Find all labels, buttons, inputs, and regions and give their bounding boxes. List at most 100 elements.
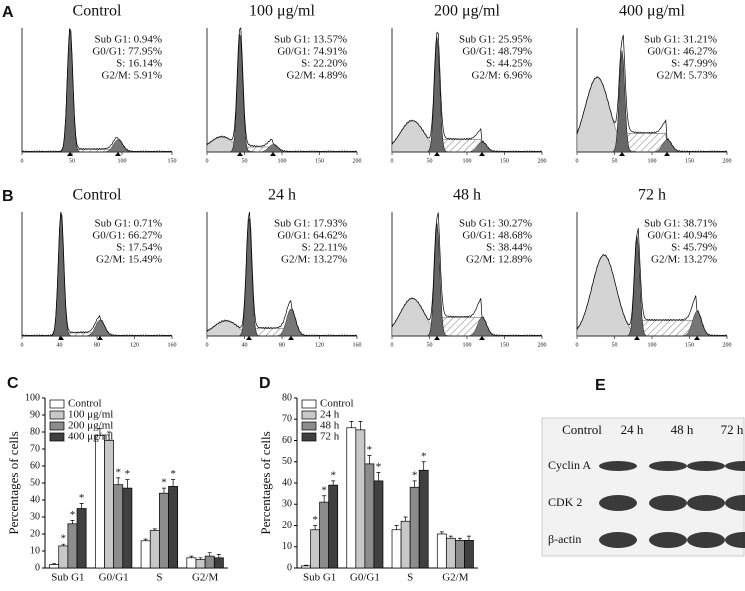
bar: [186, 557, 197, 569]
error-bar: [349, 421, 354, 428]
bar: [104, 440, 114, 569]
stat-label: G0/G1: 48.68%: [462, 230, 532, 242]
row-label: Cyclin A: [548, 458, 591, 472]
stat-label: S: 17.54%: [116, 242, 162, 254]
x-tick-label: 200: [538, 342, 547, 348]
panel-title: 200 μg/ml: [434, 3, 500, 20]
significance-mark: *: [412, 469, 418, 481]
stat-label: Sub G1: 30.27%: [459, 218, 532, 230]
legend-swatch: [49, 399, 65, 409]
bar: [464, 540, 474, 569]
bar: [346, 427, 357, 569]
stat-label: G0/G1: 40.94%: [647, 230, 717, 242]
x-tick-label: 200: [538, 158, 547, 164]
x-tick-label: G2/M: [442, 572, 469, 584]
significance-mark: *: [161, 477, 167, 489]
x-tick-label: 150: [685, 158, 694, 164]
error-bar: [79, 503, 84, 509]
stat-label: G2/M: 15.49%: [96, 254, 162, 266]
bar: [310, 529, 320, 569]
panel-label: E: [595, 377, 606, 394]
x-tick-label: 50: [427, 158, 433, 164]
y-tick-label: 0: [287, 562, 292, 573]
y-tick-label: 10: [282, 541, 292, 552]
marker: [237, 152, 243, 156]
bar: [418, 469, 429, 569]
x-tick-label: 0: [391, 158, 394, 164]
y-tick-label: 60: [282, 435, 292, 446]
error-bar: [358, 421, 363, 430]
panel-title: 24 h: [268, 187, 296, 204]
x-tick-label: Sub G1: [51, 572, 84, 584]
error-bar: [189, 555, 194, 558]
panel-label: A: [2, 4, 14, 21]
legend-swatch: [49, 432, 65, 442]
stat-label: S: 38.44%: [486, 242, 532, 254]
histogram-outline: [391, 31, 543, 153]
marker: [288, 336, 294, 340]
error-bar: [403, 516, 408, 522]
x-tick-label: 100: [118, 158, 127, 164]
panel-label: D: [259, 375, 271, 392]
marker: [270, 152, 276, 156]
x-tick-label: 120: [130, 342, 139, 348]
legend-label: 100 μg/ml: [68, 409, 113, 421]
stat-label: Sub G1: 0.71%: [94, 218, 162, 230]
y-tick-label: 30: [282, 499, 292, 510]
error-bar: [125, 479, 130, 489]
marker: [434, 152, 440, 156]
g1-area: [392, 37, 542, 153]
stat-label: G0/G1: 64.62%: [277, 230, 347, 242]
stat-label: S: 22.20%: [301, 58, 347, 70]
stat-label: S: 16.14%: [116, 58, 162, 70]
y-tick-label: 70: [30, 443, 40, 454]
error-bar: [376, 472, 381, 481]
legend-swatch: [301, 432, 317, 442]
stat-label: G0/G1: 66.27%: [92, 230, 162, 242]
bar: [301, 565, 311, 569]
x-tick-label: 80: [94, 342, 100, 348]
y-axis-label: Percentages of cells: [258, 431, 273, 534]
legend-swatch: [301, 410, 317, 420]
column-label: 24 h: [621, 422, 644, 437]
x-tick-label: 40: [242, 342, 248, 348]
blot-band: [725, 495, 745, 511]
error-bar: [161, 487, 166, 494]
stat-label: G0/G1: 48.79%: [462, 46, 532, 58]
g1-area: [207, 217, 357, 337]
g1-area: [207, 33, 357, 153]
legend-swatch: [49, 421, 65, 431]
x-tick-label: 160: [353, 342, 362, 348]
x-tick-label: 0: [21, 158, 24, 164]
x-tick-label: 100: [278, 158, 287, 164]
blot-band: [599, 532, 637, 548]
error-bar: [439, 531, 444, 534]
histogram-outline: [21, 211, 173, 337]
error-bar: [421, 461, 426, 471]
x-tick-label: 0: [576, 158, 579, 164]
y-tick-label: 90: [30, 409, 40, 420]
stat-label: G0/G1: 46.27%: [647, 46, 717, 58]
blot-band: [725, 461, 745, 471]
error-bar: [394, 525, 399, 530]
bar: [94, 435, 105, 569]
x-tick-label: 0: [206, 158, 209, 164]
stat-label: Sub G1: 13.57%: [274, 34, 347, 46]
y-tick-label: 30: [30, 511, 40, 522]
g1-area: [577, 236, 727, 337]
stat-label: Sub G1: 38.71%: [644, 218, 717, 230]
bar: [168, 486, 179, 569]
error-bar: [171, 479, 176, 487]
blot-band: [687, 495, 725, 511]
x-tick-label: Sub G1: [303, 572, 336, 584]
bar: [355, 429, 366, 569]
x-tick-label: 150: [500, 342, 509, 348]
error-bar: [216, 554, 221, 558]
marker: [58, 336, 64, 340]
stat-label: Sub G1: 31.21%: [644, 34, 717, 46]
error-bar: [116, 477, 121, 485]
error-bar: [466, 535, 471, 541]
x-tick-label: 0: [576, 342, 579, 348]
x-tick-label: 50: [612, 158, 618, 164]
